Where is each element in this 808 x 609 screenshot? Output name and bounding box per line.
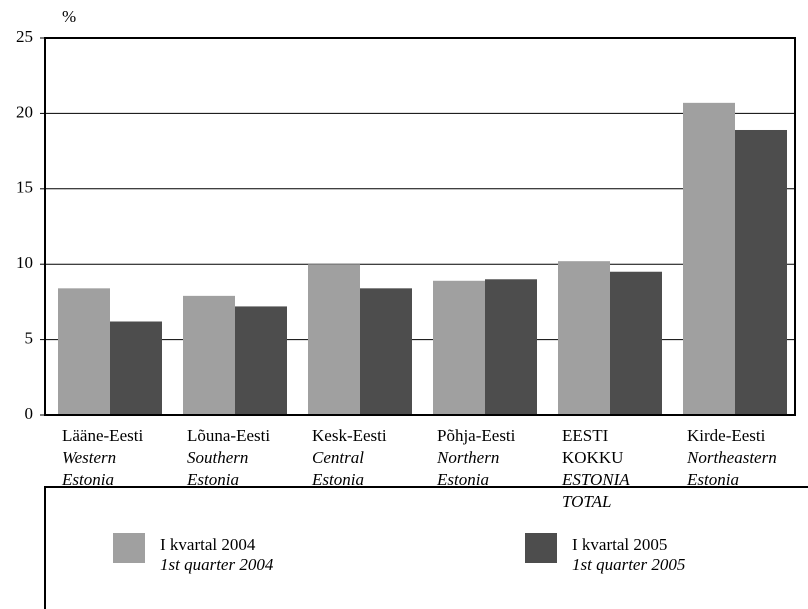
x-tick-label-en: ESTONIA TOTAL [561,470,634,511]
legend-label-en: 1st quarter 2004 [160,555,274,574]
legend-label-en: 1st quarter 2005 [572,555,685,574]
x-tick-label: Lääne-Eesti [62,426,143,445]
x-tick-label: Kirde-Eesti [687,426,766,445]
bar [558,261,610,415]
legend-swatch [525,533,557,563]
x-tick-label-en: Northeastern Estonia [686,448,781,489]
y-tick-label: 25 [16,27,33,46]
bar [58,288,110,415]
bar [183,295,235,415]
bar [433,280,485,415]
legend-label: I kvartal 2005 [572,535,667,554]
legend-label: I kvartal 2004 [160,535,256,554]
x-tick-label: Kesk-Eesti [312,426,387,445]
x-tick-label: Põhja-Eesti [437,426,516,445]
y-tick-label: 20 [16,102,33,121]
bar [308,264,360,415]
y-tick-label: 10 [16,253,33,272]
y-unit: % [62,7,76,26]
x-tick-label-en: Southern Estonia [186,448,253,489]
x-tick-label-en: Western Estonia [61,448,120,489]
bar [735,129,787,415]
x-tick-label-en: Northern Estonia [436,448,504,489]
x-tick-label-en: Central Estonia [311,448,368,489]
y-tick-label: 0 [25,404,34,423]
bar [610,271,662,415]
bar [683,102,735,416]
y-tick-label: 15 [16,178,33,197]
x-tick-label: EESTI KOKKU [562,426,623,467]
x-tick-label: Lõuna-Eesti [187,426,270,445]
bar [485,279,537,415]
legend-swatch [113,533,145,563]
plot-frame [44,37,796,416]
legend-box [44,486,808,609]
bar [235,306,287,415]
bar [110,321,162,415]
y-tick-label: 5 [25,329,34,348]
bar [360,288,412,415]
